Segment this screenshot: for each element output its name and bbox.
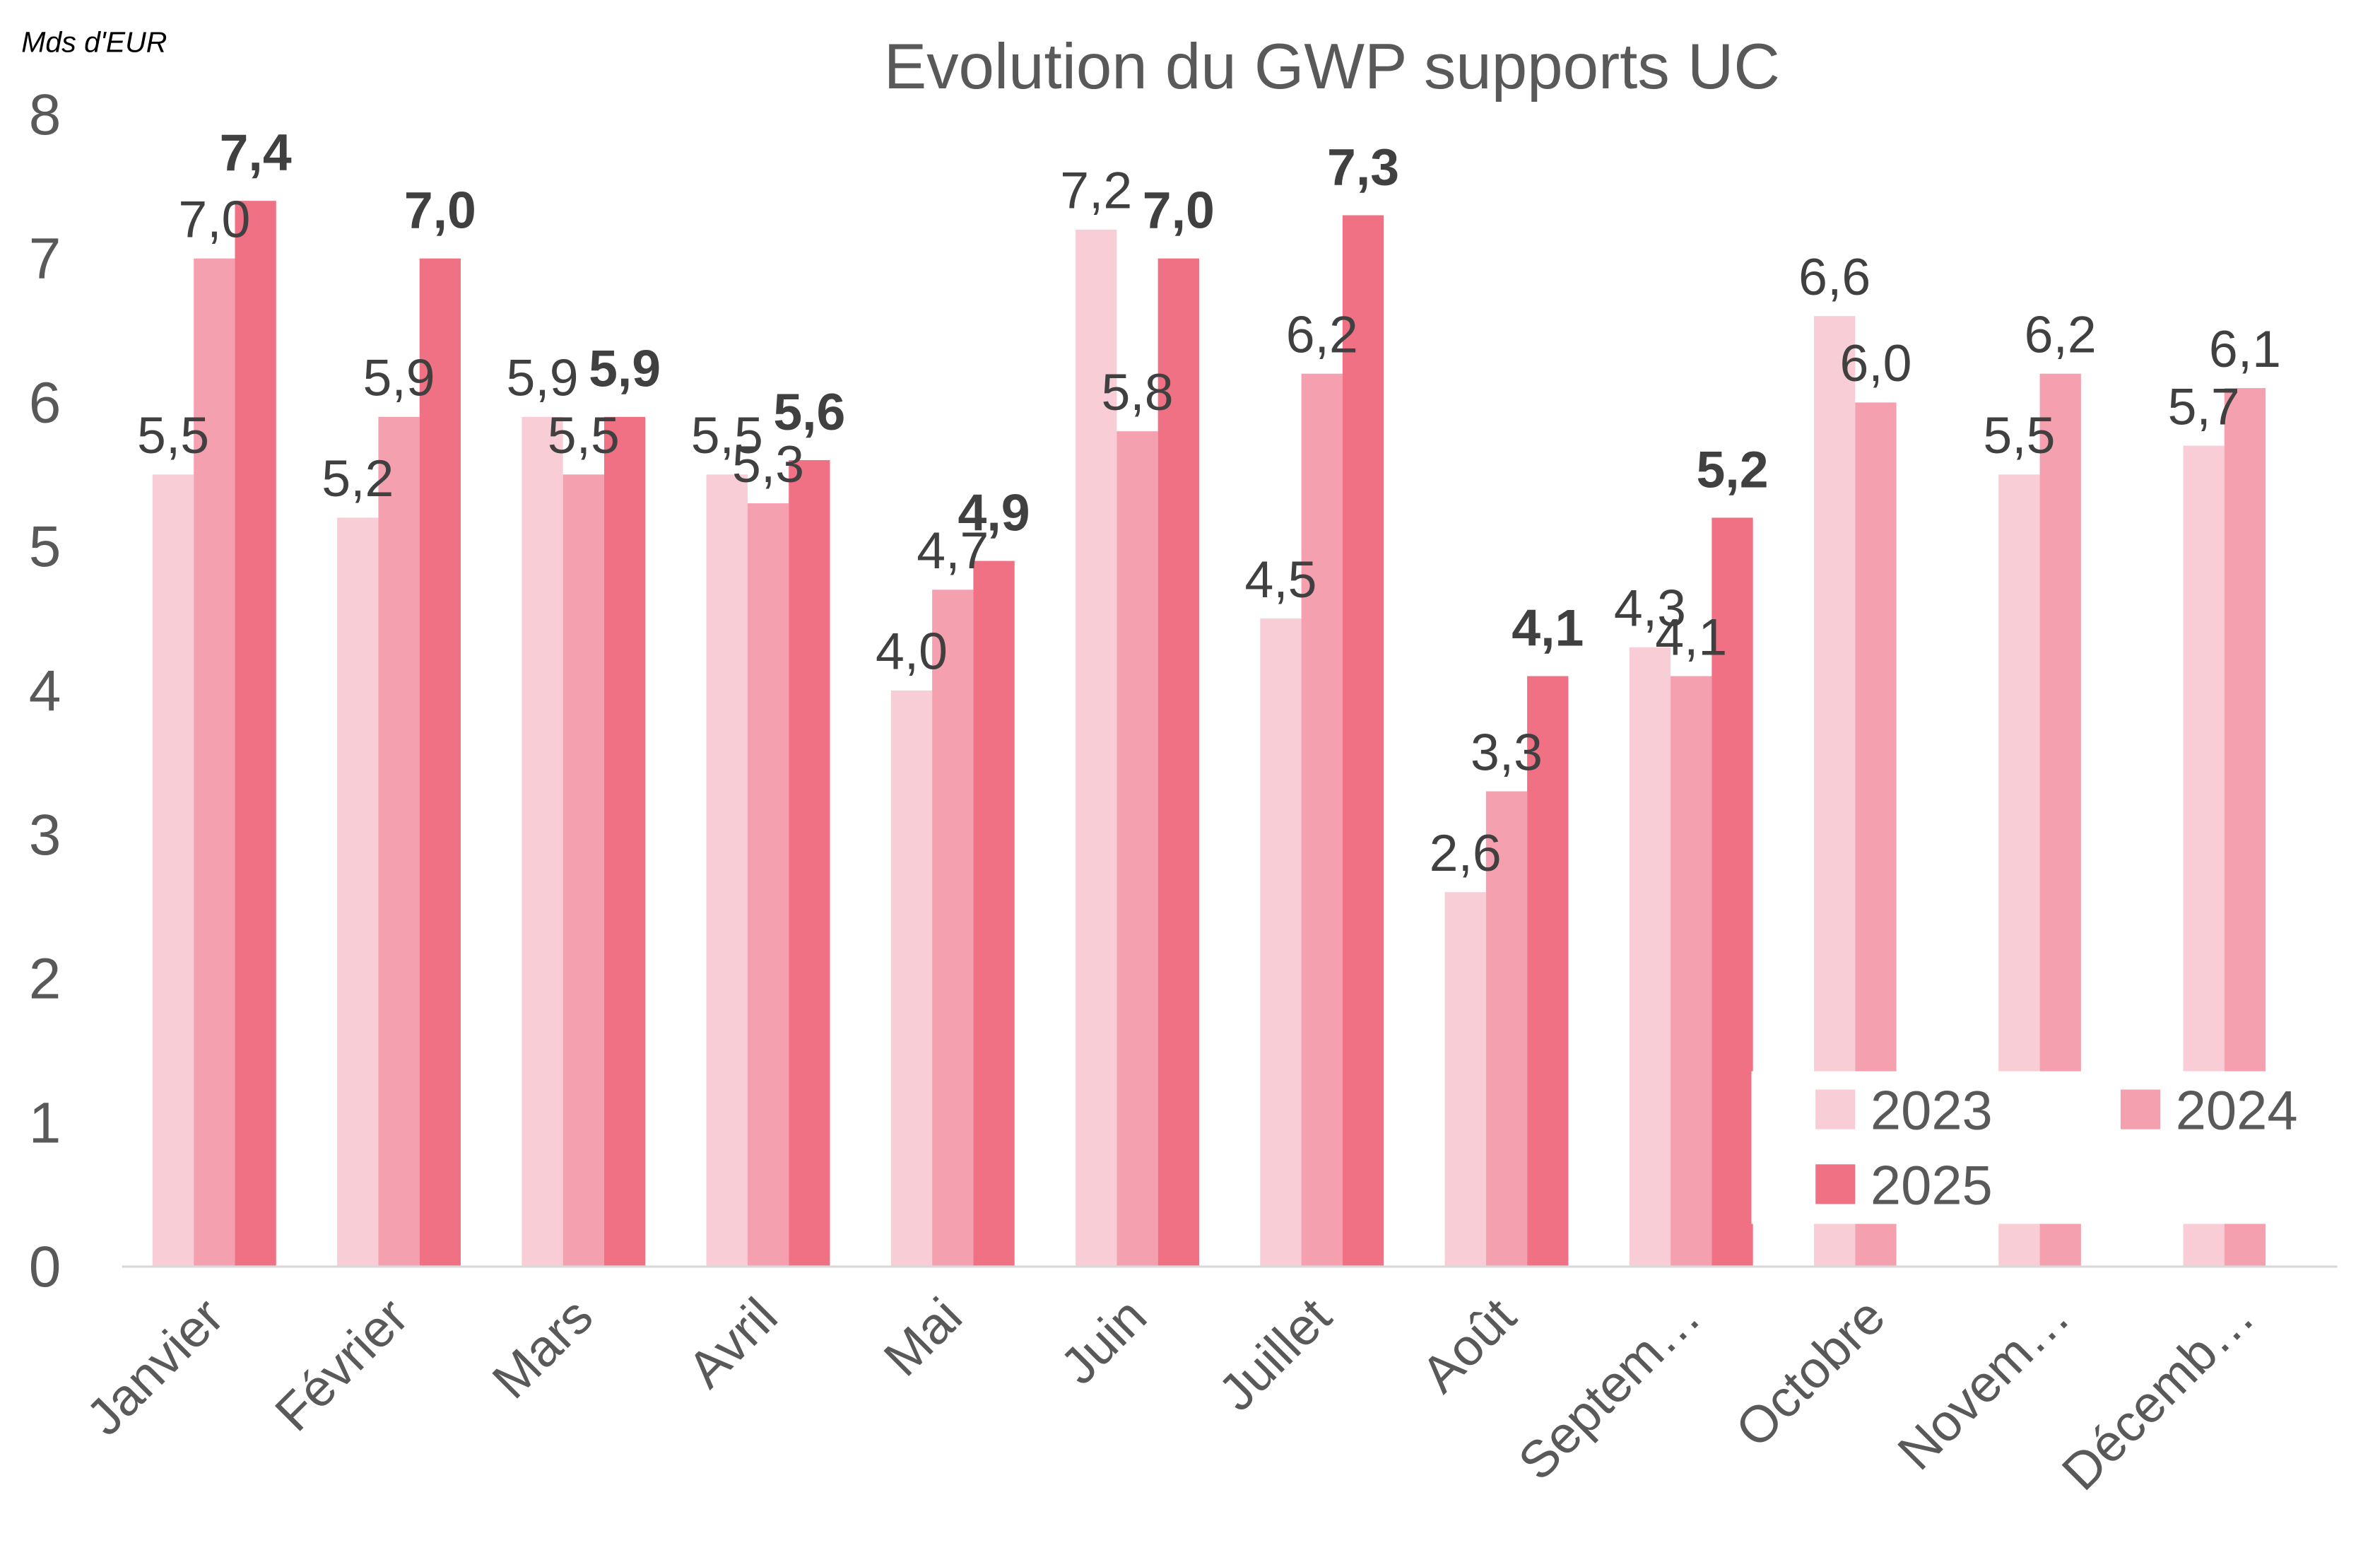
data-label: 4,7 (917, 522, 989, 580)
y-tick-label: 5 (29, 515, 61, 579)
data-label: 7,0 (404, 181, 476, 239)
bar (1629, 647, 1671, 1267)
data-label: 6,2 (1286, 305, 1358, 363)
data-label: 5,5 (548, 406, 620, 464)
bar (562, 474, 604, 1267)
data-label: 7,4 (220, 124, 292, 182)
chart-title: Evolution du GWP supports UC (884, 31, 1780, 102)
y-tick-label: 0 (29, 1235, 61, 1299)
bar (1527, 676, 1569, 1267)
bar (194, 258, 235, 1267)
data-label: 5,5 (1983, 406, 2055, 464)
legend-swatch (1815, 1089, 1856, 1129)
data-label: 7,0 (178, 190, 250, 248)
y-tick-label: 6 (29, 370, 61, 435)
data-label: 4,9 (958, 483, 1030, 541)
bar (1342, 215, 1384, 1267)
bar (789, 459, 830, 1267)
bar (973, 561, 1015, 1267)
legend-label: 2025 (1871, 1155, 1993, 1216)
data-label: 5,6 (773, 383, 845, 441)
bar (1671, 676, 1712, 1267)
data-label: 5,9 (589, 340, 661, 398)
data-label: 4,3 (1614, 580, 1686, 638)
bar (1485, 791, 1528, 1267)
data-label: 5,3 (732, 435, 804, 493)
bar (522, 416, 563, 1267)
legend: 2023 2024 2025 (1751, 1071, 2331, 1224)
data-label: 5,5 (137, 406, 209, 464)
data-label: 4,0 (876, 623, 948, 681)
data-label: 6,0 (1839, 334, 1911, 392)
data-label: 7,2 (1060, 162, 1132, 220)
bar (235, 201, 276, 1267)
y-axis-title: Mds d'EUR (21, 25, 167, 58)
data-label: 7,0 (1143, 181, 1215, 239)
bar (1117, 431, 1158, 1267)
legend-label: 2024 (2176, 1081, 2298, 1142)
bar (337, 517, 379, 1267)
bar (932, 589, 974, 1267)
data-label: 4,5 (1244, 551, 1316, 609)
data-label: 5,9 (363, 349, 435, 407)
data-label: 6,1 (2209, 320, 2281, 378)
data-label: 3,3 (1471, 723, 1543, 781)
data-label: 7,3 (1327, 138, 1399, 196)
bar (890, 690, 933, 1267)
data-label: 5,2 (322, 450, 394, 507)
bar (378, 416, 420, 1267)
y-tick-label: 7 (29, 227, 61, 291)
data-label: 5,2 (1696, 440, 1768, 498)
y-tick-label: 3 (29, 803, 61, 867)
bar (1260, 618, 1302, 1267)
bar (1301, 373, 1343, 1267)
legend-label: 2023 (1871, 1081, 1993, 1142)
data-label: 4,1 (1655, 608, 1727, 666)
data-label: 5,8 (1101, 363, 1173, 421)
data-label: 2,6 (1430, 824, 1502, 882)
y-tick-label: 8 (29, 83, 61, 147)
bar (1712, 517, 1753, 1267)
bar (152, 474, 194, 1267)
bar (603, 416, 646, 1267)
bar (747, 503, 789, 1267)
legend-swatch (2120, 1089, 2161, 1129)
data-label: 4,1 (1512, 599, 1584, 657)
bar (419, 258, 461, 1267)
data-label: 6,6 (1798, 248, 1871, 306)
bar (706, 474, 748, 1267)
legend-swatch (1815, 1164, 1856, 1204)
y-tick-label: 2 (29, 947, 61, 1011)
data-label: 5,7 (2168, 377, 2240, 435)
data-label: 6,2 (2025, 305, 2097, 363)
data-label: 5,9 (506, 349, 578, 407)
y-tick-label: 1 (29, 1091, 61, 1155)
bar (1076, 229, 1117, 1267)
y-tick-label: 4 (29, 659, 61, 723)
bar (1444, 892, 1486, 1267)
bar (1157, 258, 1199, 1267)
data-label: 5,5 (691, 406, 763, 464)
